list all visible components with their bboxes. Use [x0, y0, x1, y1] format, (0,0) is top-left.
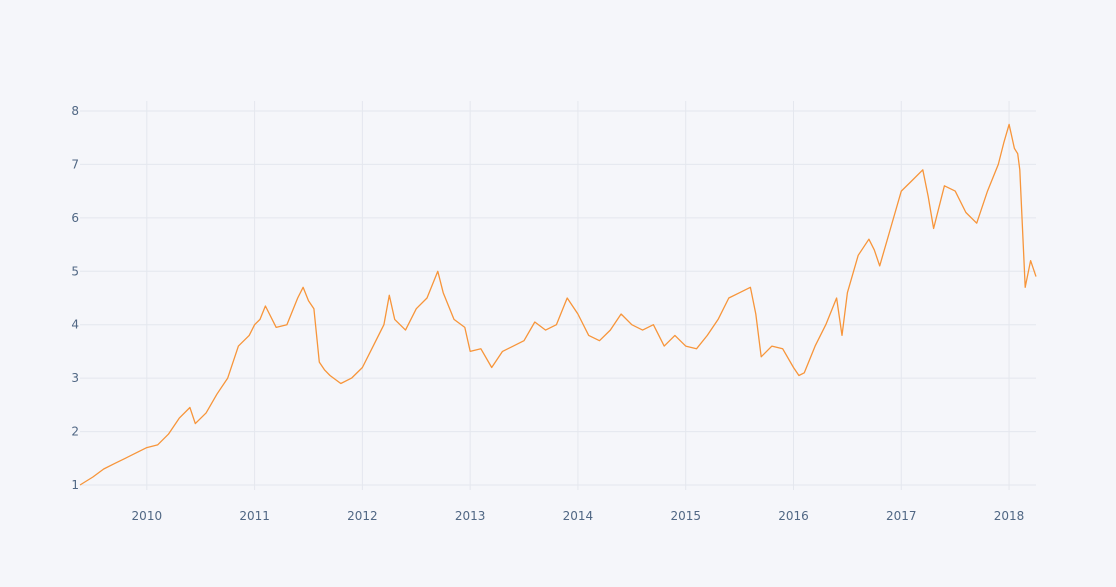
- x-axis-ticks: 2010 2011 2012 2013 2014 2015 2016 2017 2018: [132, 509, 1025, 523]
- x-tick-label: 2017: [886, 509, 917, 523]
- grid: [80, 101, 1036, 490]
- y-tick-label: 8: [71, 104, 79, 118]
- x-tick-label: 2013: [455, 509, 486, 523]
- y-tick-label: 7: [71, 157, 79, 171]
- y-tick-label: 5: [71, 264, 79, 278]
- series-line: [79, 123, 1037, 486]
- y-tick-label: 6: [71, 211, 79, 225]
- y-axis-ticks: 1 2 3 4 5 6 7 8: [71, 104, 79, 492]
- y-tick-label: 2: [71, 425, 79, 439]
- y-tick-label: 1: [71, 478, 79, 492]
- x-tick-label: 2012: [347, 509, 378, 523]
- x-tick-label: 2016: [778, 509, 809, 523]
- series-layer: [79, 123, 1037, 486]
- x-tick-label: 2018: [994, 509, 1025, 523]
- x-tick-label: 2015: [670, 509, 701, 523]
- y-tick-label: 4: [71, 318, 79, 332]
- x-tick-label: 2014: [563, 509, 594, 523]
- y-tick-label: 3: [71, 371, 79, 385]
- x-tick-label: 2010: [132, 509, 163, 523]
- x-tick-label: 2011: [239, 509, 270, 523]
